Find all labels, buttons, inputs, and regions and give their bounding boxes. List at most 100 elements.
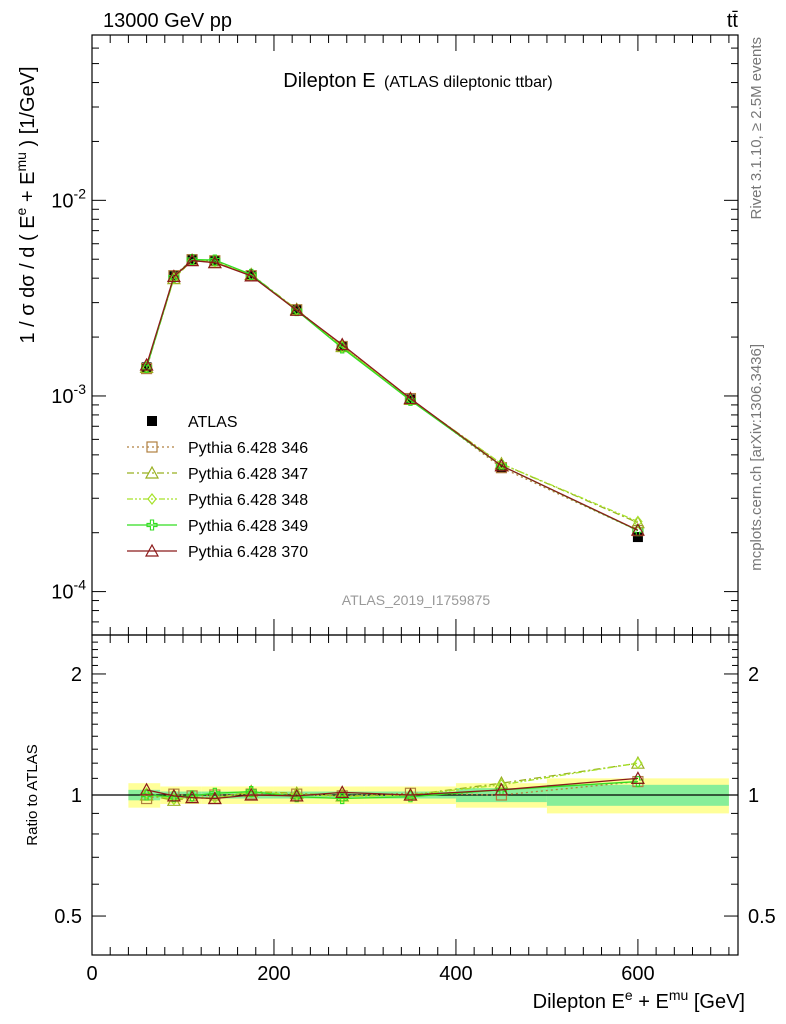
- main-series-3: [141, 254, 643, 528]
- x-axis-label-mid: + E: [633, 991, 669, 1013]
- ratio-data-point: [141, 787, 152, 800]
- ratio-y-axis-label: Ratio to ATLAS: [24, 744, 41, 845]
- ratio-data-point: [337, 790, 347, 803]
- mcplots-side-label: mcplots.cern.ch [arXiv:1306.3436]: [748, 344, 765, 571]
- main-data-point: [632, 532, 643, 543]
- x-tick-label: 0: [86, 963, 97, 985]
- x-axis-label-sup-mu: mu: [669, 987, 688, 1003]
- ratio-y-tick-label-left: 2: [71, 664, 82, 686]
- main-data-point: [166, 269, 181, 283]
- main-data-point: [404, 394, 417, 406]
- beam-label: 13000 GeV pp: [103, 10, 232, 32]
- main-y-tick-label: 10-3: [51, 381, 86, 408]
- legend-marker: [147, 416, 157, 426]
- main-data-point: [139, 357, 154, 371]
- main-series-layer: [139, 253, 645, 543]
- ratio-panel-frame: 0 200 400 600 0.5 0.5 1 1 2 2: [54, 634, 776, 985]
- main-data-point: [169, 272, 179, 285]
- x-tick-label: 600: [621, 963, 654, 985]
- main-y-axis-label-sup-e: e: [13, 207, 29, 215]
- main-data-point: [289, 303, 304, 316]
- main-data-point: [335, 337, 350, 351]
- main-data-point: [185, 253, 200, 267]
- ratio-data-point: [494, 782, 509, 796]
- ratio-data-point: [403, 787, 418, 801]
- main-data-point: [630, 522, 645, 536]
- legend-marker: [146, 441, 158, 453]
- legend: ATLAS Pythia 6.428 346 Pythia 6.428 347 Pyt…: [127, 414, 308, 561]
- main-y-tick-label-base: 10: [51, 190, 73, 212]
- rivet-side-label: Rivet 3.1.10, ≥ 2.5M events: [748, 37, 765, 220]
- legend-entry: Pythia 6.428 347: [127, 465, 308, 483]
- x-tick-label: 400: [439, 963, 472, 985]
- ratio-series-line: [146, 762, 639, 801]
- legend-marker: [147, 493, 157, 505]
- legend-marker: [146, 519, 158, 531]
- ratio-data-point: [166, 788, 181, 802]
- main-data-point: [141, 361, 153, 373]
- x-tick-label: 200: [257, 963, 290, 985]
- main-y-tick-label-exp: -3: [74, 381, 87, 397]
- analysis-id: ATLAS_2019_I1759875: [342, 592, 491, 608]
- main-y-tick-label-exp: -4: [74, 577, 87, 593]
- x-axis-label: Dilepton Ee + Emu [GeV]: [533, 987, 745, 1013]
- plot-title: Dilepton E (ATLAS dileptonic ttbar): [283, 70, 552, 92]
- ratio-data-point: [244, 787, 259, 801]
- ratio-data-point: [633, 757, 643, 770]
- main-y-tick-label-exp: -2: [74, 185, 87, 201]
- ratio-data-point: [169, 793, 179, 806]
- legend-marker: [144, 543, 160, 557]
- ratio-series-line: [146, 780, 638, 800]
- legend-entry: Pythia 6.428 349: [127, 518, 308, 535]
- ratio-y-tick-label-right: 1: [748, 785, 759, 807]
- ratio-data-point: [139, 782, 154, 796]
- main-data-point: [207, 255, 222, 269]
- main-data-point: [496, 462, 507, 473]
- ratio-series-layer: [139, 755, 645, 806]
- main-y-tick-label-base: 10: [51, 386, 73, 408]
- main-series-line: [145, 259, 639, 524]
- main-y-tick-label-base: 10: [51, 582, 73, 604]
- main-data-point: [209, 255, 220, 266]
- main-series-2: [139, 253, 645, 529]
- main-data-point: [496, 457, 507, 470]
- main-data-point: [403, 391, 418, 405]
- legend-label: Pythia 6.428 346: [188, 440, 308, 457]
- ratio-data-point: [207, 791, 222, 805]
- main-y-axis-label-mid: + E: [17, 172, 39, 208]
- ratio-y-tick-label-right: 2: [748, 664, 759, 686]
- ratio-data-point: [210, 791, 220, 804]
- ratio-data-point: [291, 788, 302, 801]
- x-axis-label-end: [GeV]: [688, 991, 745, 1013]
- main-series-line: [145, 259, 639, 531]
- legend-entry: Pythia 6.428 370: [127, 543, 308, 561]
- legend-label: Pythia 6.428 349: [188, 518, 308, 535]
- x-axis-label-sup-e: e: [625, 987, 633, 1003]
- plot-title-main: Dilepton E: [283, 70, 375, 92]
- ratio-series-line: [146, 762, 639, 801]
- ratio-data-point: [335, 785, 350, 799]
- legend-label: Pythia 6.428 347: [188, 466, 308, 483]
- legend-entry: Pythia 6.428 348: [127, 492, 308, 509]
- main-y-tick-label: 10-2: [51, 185, 86, 212]
- main-series-5: [139, 253, 645, 536]
- ratio-data-point: [630, 771, 645, 784]
- ratio-data-point: [632, 776, 644, 788]
- main-y-tick-label: 10-4: [51, 577, 86, 604]
- main-data-point: [244, 268, 259, 282]
- legend-entry: ATLAS: [147, 414, 238, 431]
- main-y-axis-label-end: ) [1/GeV]: [17, 66, 39, 152]
- main-panel-frame: 10-410-310-2: [51, 34, 739, 636]
- ratio-y-tick-label-right: 0.5: [748, 906, 776, 928]
- ratio-y-tick-label-left: 0.5: [54, 906, 82, 928]
- legend-label: Pythia 6.428 348: [188, 492, 308, 509]
- process-label: tt̄: [727, 10, 739, 32]
- ratio-data-point: [185, 790, 200, 804]
- ratio-y-tick-label-left: 1: [71, 785, 82, 807]
- ratio-data-point: [246, 786, 256, 799]
- main-y-axis-label: 1 / σ dσ / d ( Ee + Emu ) [1/GeV]: [13, 66, 39, 343]
- main-data-point: [633, 515, 643, 528]
- legend-label: Pythia 6.428 370: [188, 544, 308, 561]
- legend-marker: [144, 465, 160, 479]
